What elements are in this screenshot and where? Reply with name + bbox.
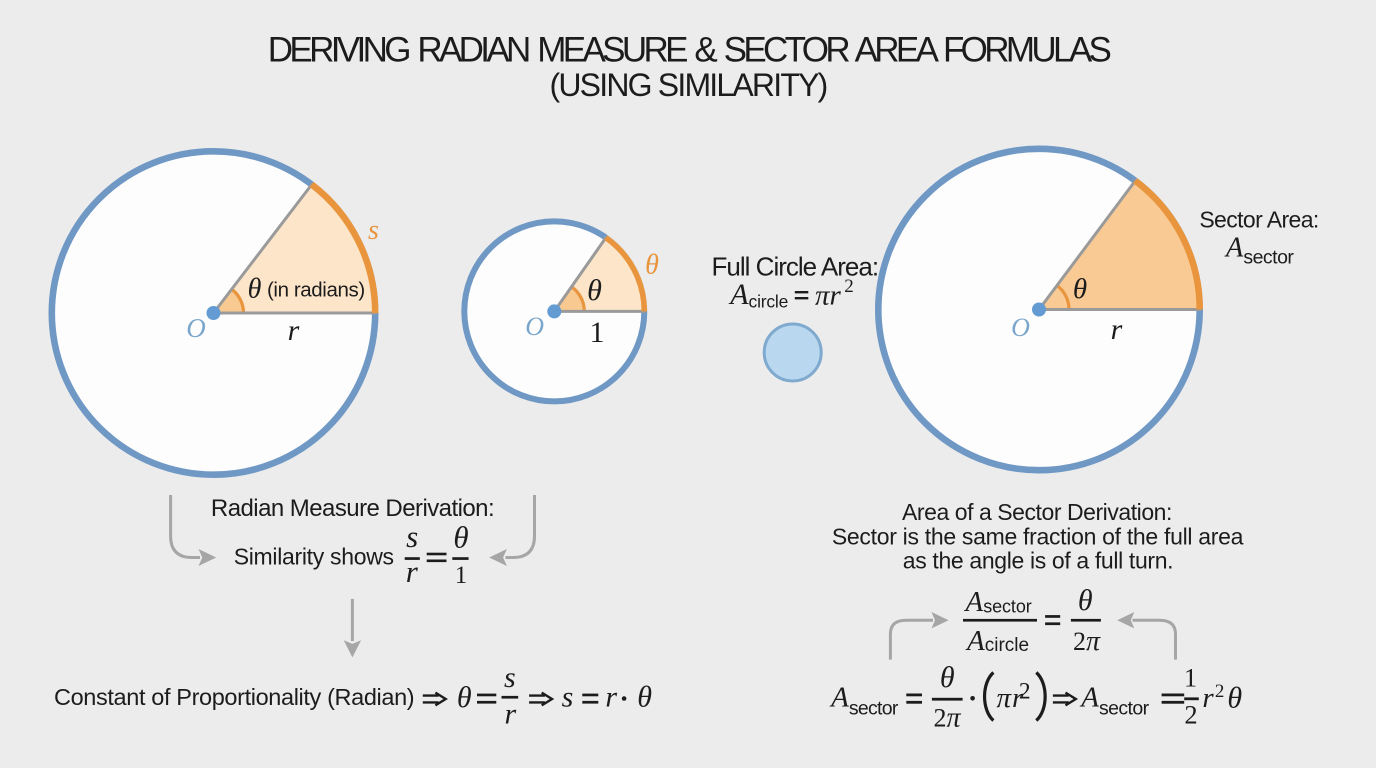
svg-text:(USING SIMILARITY): (USING SIMILARITY) <box>550 67 827 103</box>
svg-text:2π: 2π <box>933 702 961 733</box>
svg-text:r: r <box>1012 682 1024 714</box>
svg-text:θ: θ <box>587 274 602 307</box>
svg-text:θ: θ <box>637 680 652 713</box>
svg-text:as the angle is of a full turn: as the angle is of a full turn. <box>903 547 1173 573</box>
svg-text:r: r <box>406 554 419 589</box>
svg-text:Asector: Asector <box>829 682 899 720</box>
svg-text:2: 2 <box>1019 679 1031 705</box>
svg-text:πr: πr <box>815 280 842 312</box>
svg-text:s: s <box>504 661 516 694</box>
svg-text:2: 2 <box>1184 700 1197 730</box>
svg-text:θ: θ <box>457 681 472 714</box>
svg-text:θ: θ <box>940 661 955 694</box>
svg-text:θ: θ <box>1227 682 1242 715</box>
svg-text:(in radians): (in radians) <box>267 279 365 302</box>
svg-text:1: 1 <box>1184 663 1197 693</box>
svg-text:r: r <box>1111 313 1123 346</box>
svg-text:r: r <box>505 698 517 731</box>
svg-text:O: O <box>186 313 206 343</box>
svg-text:Radian Measure Derivation:: Radian Measure Derivation: <box>211 495 494 522</box>
svg-text:O: O <box>1011 313 1030 342</box>
svg-text:θ: θ <box>1073 273 1087 305</box>
svg-text:θ: θ <box>645 250 659 281</box>
svg-text:Constant of Proportionality (R: Constant of Proportionality (Radian) <box>54 684 414 710</box>
svg-text:O: O <box>525 312 544 341</box>
svg-text:Sector is the same fraction of: Sector is the same fraction of the full … <box>832 523 1244 549</box>
svg-text:π: π <box>997 682 1013 714</box>
svg-text:Area of a Sector Derivation:: Area of a Sector Derivation: <box>902 499 1172 525</box>
svg-text:s: s <box>406 519 418 554</box>
svg-text:2: 2 <box>1215 681 1225 702</box>
svg-text:r: r <box>288 314 300 347</box>
svg-text:r: r <box>605 680 617 713</box>
svg-text:1: 1 <box>590 316 605 349</box>
svg-text:2π: 2π <box>1073 626 1101 657</box>
svg-text:θ: θ <box>248 274 262 305</box>
svg-text:s: s <box>562 680 574 713</box>
svg-text:2: 2 <box>844 276 854 297</box>
svg-text:1: 1 <box>455 562 468 589</box>
svg-text:s: s <box>368 215 379 246</box>
svg-text:DERIVING RADIAN MEASURE & SECT: DERIVING RADIAN MEASURE & SECTOR AREA FO… <box>268 31 1111 70</box>
svg-text:Sector Area:: Sector Area: <box>1199 207 1318 233</box>
svg-text:θ: θ <box>453 520 468 555</box>
svg-text:Full Circle Area:: Full Circle Area: <box>712 252 879 282</box>
svg-text:θ: θ <box>1078 584 1093 617</box>
svg-text:r: r <box>1202 682 1214 714</box>
svg-text:Similarity shows: Similarity shows <box>234 544 394 570</box>
